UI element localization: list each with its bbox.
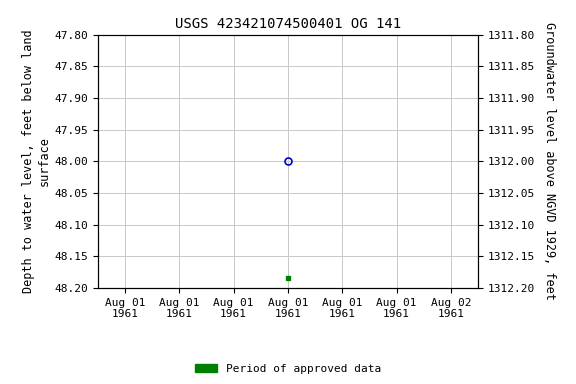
Legend: Period of approved data: Period of approved data (191, 359, 385, 379)
Y-axis label: Groundwater level above NGVD 1929, feet: Groundwater level above NGVD 1929, feet (543, 22, 556, 300)
Y-axis label: Depth to water level, feet below land
surface: Depth to water level, feet below land su… (22, 30, 50, 293)
Title: USGS 423421074500401 OG 141: USGS 423421074500401 OG 141 (175, 17, 401, 31)
